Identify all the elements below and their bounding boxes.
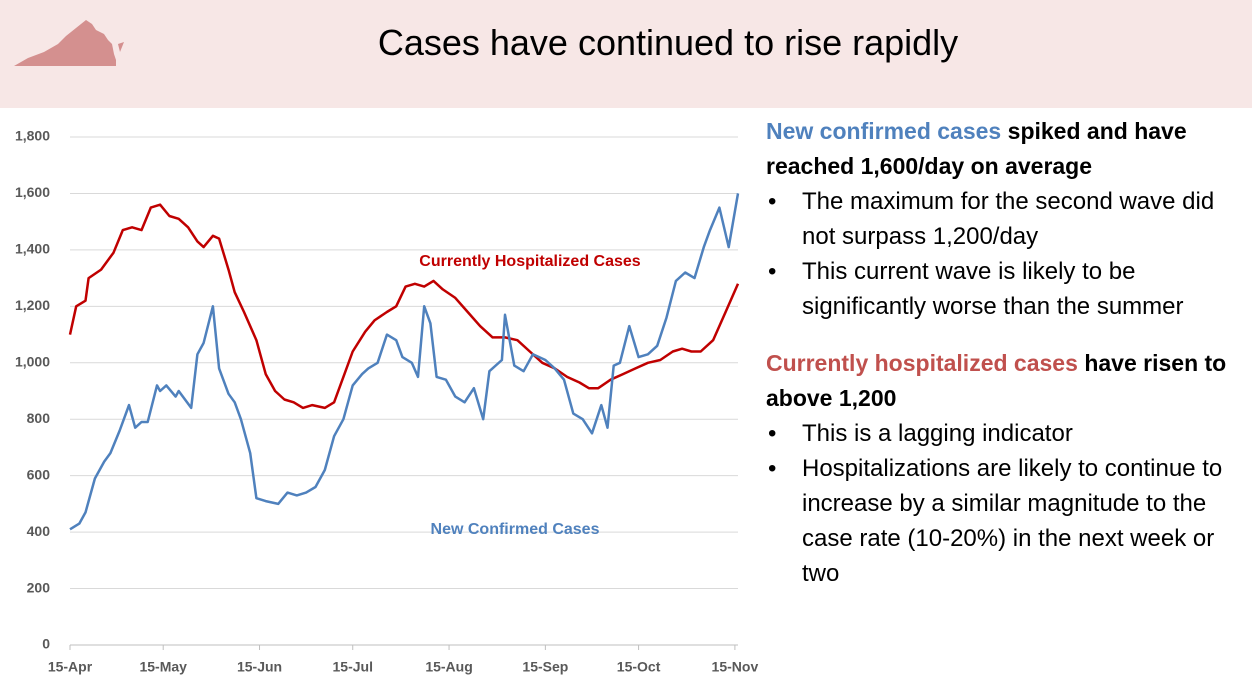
x-tick-label: 15-Sep [522,659,568,675]
header [0,0,1252,108]
y-tick-label: 1,400 [15,241,50,257]
side-text: New confirmed cases spiked and have reach… [766,114,1250,613]
bullet: This current wave is likely to be signif… [768,254,1250,324]
y-tick-label: 0 [42,636,50,652]
x-tick-label: 15-Aug [425,659,472,675]
y-tick-label: 1,800 [15,128,50,144]
bullet: This is a lagging indicator [768,416,1250,451]
x-tick-label: 15-May [139,659,187,675]
heading-highlight: Currently hospitalized cases [766,350,1078,376]
series-line [69,193,740,531]
bullet-list: The maximum for the second wave did not … [766,184,1250,324]
x-tick-label: 15-Apr [48,659,93,675]
x-tick-label: 15-Oct [617,659,661,675]
y-tick-label: 1,200 [15,297,50,313]
x-tick-label: 15-Jul [333,659,373,675]
y-tick-label: 800 [27,410,51,426]
bullet-list: This is a lagging indicatorHospitalizati… [766,416,1250,591]
heading-text: have risen to above 1,200 [766,350,1227,411]
bullet: The maximum for the second wave did not … [768,184,1250,254]
x-tick-label: 15-Nov [712,659,759,675]
x-tick-label: 15-Jun [237,659,282,675]
section-heading: Currently hospitalized cases have risen t… [766,346,1250,416]
heading-text: spiked and have reached 1,600/day on ave… [766,118,1187,179]
bullet: Hospitalizations are likely to continue … [768,451,1250,591]
section-heading: New confirmed cases spiked and have reach… [766,114,1250,184]
series-label: Currently Hospitalized Cases [419,253,641,270]
y-tick-label: 1,600 [15,184,50,200]
heading-highlight: New confirmed cases [766,118,1002,144]
state-icon [14,20,124,66]
y-tick-label: 1,000 [15,353,50,369]
y-tick-label: 200 [27,579,51,595]
y-tick-label: 600 [27,466,51,482]
text-section: New confirmed cases spiked and have reach… [766,114,1250,324]
text-section: Currently hospitalized cases have risen t… [766,346,1250,591]
y-tick-label: 400 [27,523,51,539]
series-label: New Confirmed Cases [431,521,600,538]
slide-title: Cases have continued to rise rapidly [377,22,959,63]
